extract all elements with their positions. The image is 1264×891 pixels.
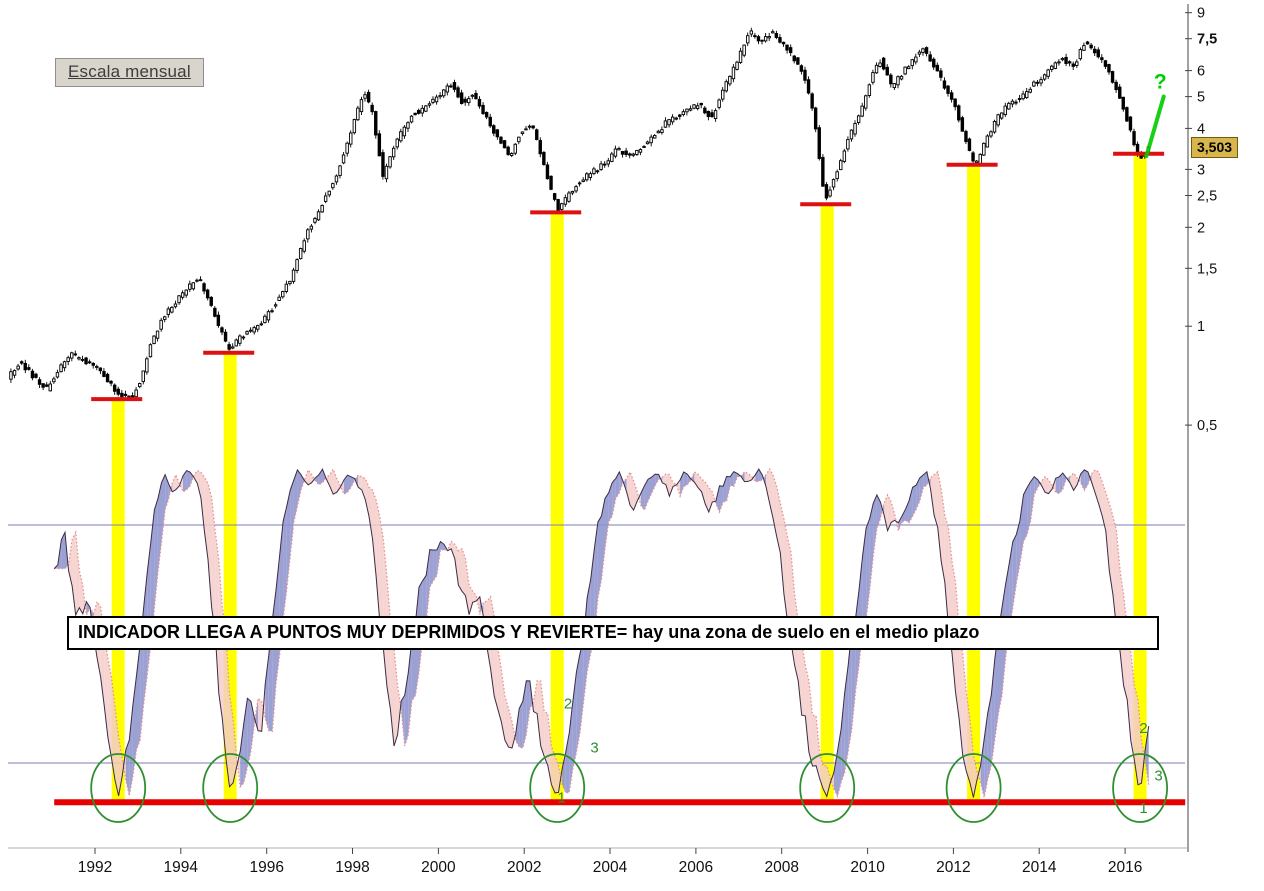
oversold-circle (799, 753, 856, 823)
oversold-circle (1112, 753, 1168, 823)
svg-text:0,5: 0,5 (1197, 418, 1217, 434)
svg-text:2000: 2000 (421, 859, 456, 876)
reversal-step-label: 2 (1139, 720, 1147, 737)
reversal-step-label: 3 (1154, 767, 1162, 784)
svg-text:1998: 1998 (335, 859, 369, 876)
reversal-step-label: 1 (1139, 800, 1147, 817)
oscillator-main-line (53, 468, 1150, 798)
svg-text:2,5: 2,5 (1197, 189, 1217, 205)
svg-text:7,5: 7,5 (1197, 32, 1217, 48)
signal-band (111, 399, 125, 801)
oscillator-signal-line (54, 467, 1150, 799)
svg-text:5: 5 (1197, 90, 1205, 106)
svg-text:2012: 2012 (936, 859, 970, 876)
svg-text:3: 3 (1197, 162, 1205, 178)
last-price-tag: 3,503 (1191, 137, 1239, 158)
svg-text:2004: 2004 (593, 859, 628, 876)
oversold-circle (529, 753, 586, 823)
svg-text:2010: 2010 (850, 859, 885, 876)
signal-band (550, 212, 564, 801)
svg-text:2: 2 (1197, 220, 1205, 236)
svg-text:4: 4 (1197, 121, 1205, 137)
oversold-circle (202, 753, 259, 823)
question-marker: ? (1154, 70, 1167, 93)
oversold-circle (945, 753, 1002, 823)
price-axis: 9 7,5 6 5 4 3 2,5 2 1,5 1 0,5 (1185, 4, 1217, 852)
svg-text:2006: 2006 (679, 859, 713, 876)
annotation-box: INDICADOR LLEGA A PUNTOS MUY DEPRIMIDOS … (67, 616, 1159, 650)
svg-text:2016: 2016 (1108, 859, 1142, 876)
trend-arrow (1144, 94, 1166, 158)
svg-text:9: 9 (1197, 6, 1205, 22)
oversold-circle (90, 753, 147, 823)
svg-text:1: 1 (1197, 319, 1205, 335)
svg-text:1994: 1994 (164, 859, 199, 876)
svg-text:2008: 2008 (764, 859, 798, 876)
svg-text:2014: 2014 (1022, 859, 1057, 876)
svg-text:2002: 2002 (507, 859, 541, 876)
reversal-step-label: 1 (557, 789, 565, 806)
svg-text:1,5: 1,5 (1197, 261, 1217, 277)
signal-band (967, 164, 981, 801)
reversal-step-label: 2 (564, 696, 572, 713)
svg-text:1996: 1996 (249, 859, 283, 876)
reversal-step-label: 3 (590, 739, 598, 756)
svg-text:6: 6 (1197, 64, 1205, 80)
signal-band (820, 204, 834, 801)
x-axis: 1992 1994 1996 1998 2000 2002 2004 2006 2008 2010… (8, 847, 1188, 876)
scale-badge: Escala mensual (55, 58, 204, 87)
svg-text:1992: 1992 (78, 859, 112, 876)
